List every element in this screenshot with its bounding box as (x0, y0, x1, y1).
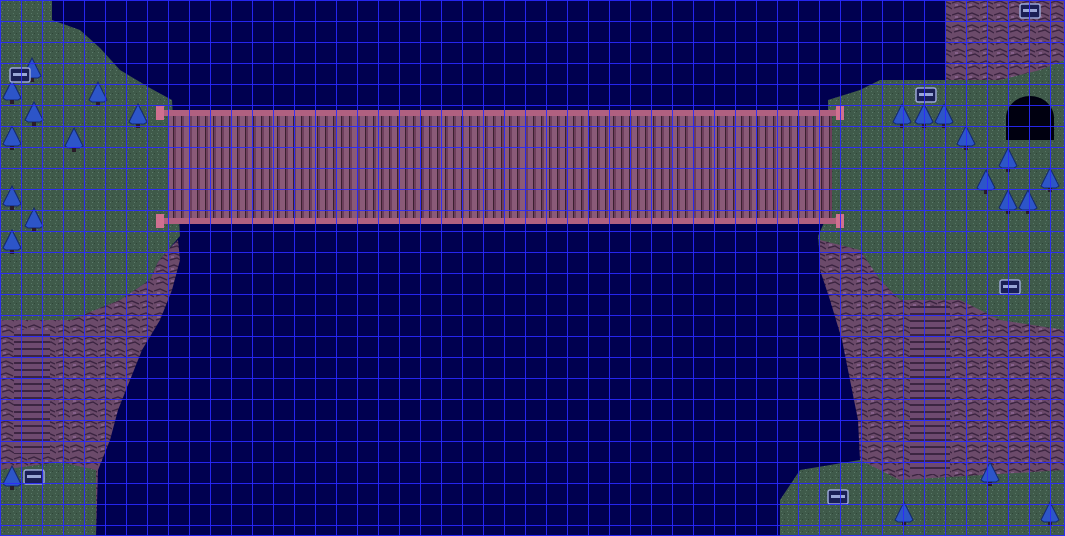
chests-layer (9, 3, 1041, 505)
stone-stairs-left[interactable] (14, 330, 50, 454)
pine-tree-icon (2, 464, 22, 490)
trees-layer (2, 56, 1060, 526)
right-shore (780, 0, 1065, 536)
treasure-chest-icon[interactable] (23, 469, 45, 485)
pine-tree-icon (24, 100, 44, 126)
stone-stairs-right[interactable] (910, 306, 950, 474)
treasure-chest-icon[interactable] (999, 279, 1021, 295)
pine-tree-icon (24, 206, 44, 232)
treasure-chest-icon[interactable] (915, 87, 937, 103)
treasure-chest-icon[interactable] (827, 489, 849, 505)
treasure-chest-icon[interactable] (9, 67, 31, 83)
rope-bridge[interactable] (156, 106, 844, 228)
pine-tree-icon (2, 184, 22, 210)
pine-tree-icon (2, 78, 22, 104)
